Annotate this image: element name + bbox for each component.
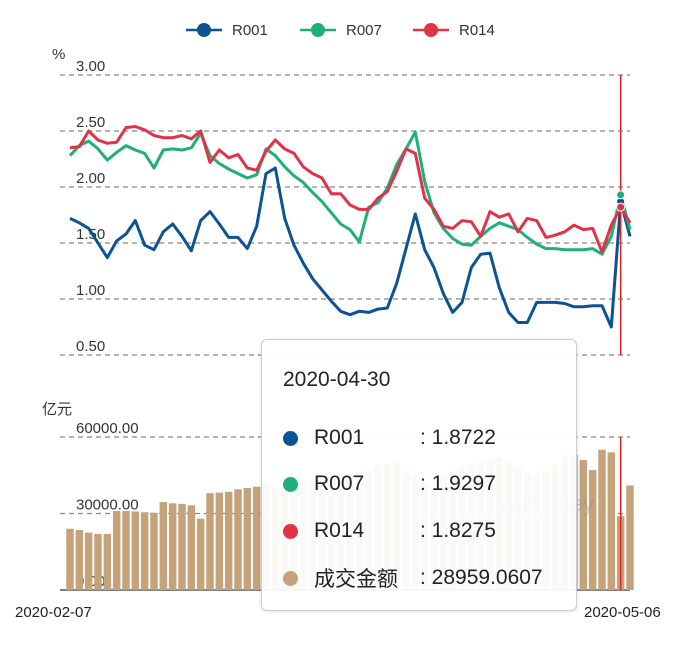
crosshair: [616, 75, 626, 590]
volume-bar[interactable]: [252, 486, 261, 590]
tooltip-series-name: R001: [314, 426, 365, 449]
x-start-date: 2020-02-07: [15, 604, 92, 621]
volume-bar[interactable]: [224, 491, 233, 590]
y-tick-label: 30000.00: [76, 497, 139, 514]
tooltip-date: 2020-04-30: [283, 368, 391, 391]
highlight-point: [616, 190, 626, 200]
legend-item-r001[interactable]: R001: [186, 22, 268, 39]
volume-bar[interactable]: [196, 518, 205, 590]
volume-bar[interactable]: [103, 533, 112, 590]
legend-item-r014[interactable]: R014: [413, 22, 495, 39]
tooltip-row-r007: R007 : 1.9297: [283, 470, 496, 498]
volume-bar[interactable]: [234, 489, 242, 590]
legend-item-r007[interactable]: R007: [300, 22, 382, 39]
volume-bar[interactable]: [607, 452, 616, 590]
volume-bar[interactable]: [131, 511, 140, 590]
tooltip-series-name: R014: [314, 519, 365, 542]
volume-bar[interactable]: [588, 470, 597, 590]
volume-bar[interactable]: [94, 533, 102, 590]
y-tick-label: 0.50: [76, 338, 105, 355]
tooltip-series-value: : 28959.0607: [420, 566, 543, 589]
y-tick-label: 2.00: [76, 170, 105, 187]
volume-bar[interactable]: [122, 510, 130, 590]
volume-bar[interactable]: [579, 459, 588, 590]
tooltip-row-volume: 成交金额 : 28959.0607: [283, 564, 543, 592]
volume-bar[interactable]: [112, 510, 121, 590]
volume-bar[interactable]: [150, 512, 158, 590]
volume-bar[interactable]: [215, 492, 224, 590]
legend-label: R007: [346, 22, 382, 39]
tooltip-dot-icon: [283, 570, 298, 586]
series-line-r001[interactable]: [69, 166, 632, 329]
tooltip: 2020-04-30 R001 : 1.8722 R007 : 1.9297 R…: [261, 339, 577, 611]
legend-label: R001: [232, 22, 268, 39]
x-end-date: 2020-05-06: [584, 604, 661, 621]
volume-bar[interactable]: [66, 528, 74, 590]
tooltip-series-name: 成交金额: [314, 568, 398, 591]
tooltip-dot-icon: [283, 523, 298, 539]
y-tick-label: 1.50: [76, 226, 105, 243]
volume-bar[interactable]: [159, 502, 168, 590]
tooltip-row-r001: R001 : 1.8722: [283, 424, 496, 452]
rate-lines: [68, 125, 632, 329]
volume-bar[interactable]: [84, 532, 93, 590]
tooltip-dot-icon: [283, 430, 298, 446]
tooltip-series-name: R007: [314, 472, 365, 495]
volume-bar[interactable]: [168, 503, 177, 590]
legend-label: R014: [459, 22, 495, 39]
legend-dot-icon: [424, 23, 438, 37]
y-axis-unit: %: [52, 46, 65, 63]
volume-bar[interactable]: [140, 512, 149, 590]
volume-bar[interactable]: [178, 503, 186, 590]
tooltip-series-value: : 1.8275: [420, 519, 496, 542]
tooltip-row-r014: R014 : 1.8275: [283, 517, 496, 545]
highlight-point: [616, 202, 626, 212]
y-axis-unit: 亿元: [42, 401, 72, 418]
y-tick-label: 3.00: [76, 58, 105, 75]
tooltip-series-value: : 1.8722: [420, 426, 496, 449]
y-tick-label: 2.50: [76, 114, 105, 131]
y-tick-label: 60000.00: [76, 420, 139, 437]
tooltip-series-value: : 1.9297: [420, 472, 496, 495]
series-line-r014[interactable]: [69, 125, 632, 254]
volume-bar[interactable]: [626, 485, 634, 590]
legend-dot-icon: [197, 23, 211, 37]
volume-bar[interactable]: [206, 493, 214, 590]
tooltip-dot-icon: [283, 476, 298, 492]
volume-bar[interactable]: [598, 449, 606, 590]
volume-bar[interactable]: [75, 530, 84, 590]
volume-bar[interactable]: [243, 488, 252, 590]
legend-dot-icon: [311, 23, 325, 37]
legend[interactable]: R001 R007 R014: [186, 22, 495, 39]
series-line-r007[interactable]: [68, 130, 632, 256]
y-tick-label: 1.00: [76, 282, 105, 299]
volume-bar[interactable]: [187, 505, 196, 590]
